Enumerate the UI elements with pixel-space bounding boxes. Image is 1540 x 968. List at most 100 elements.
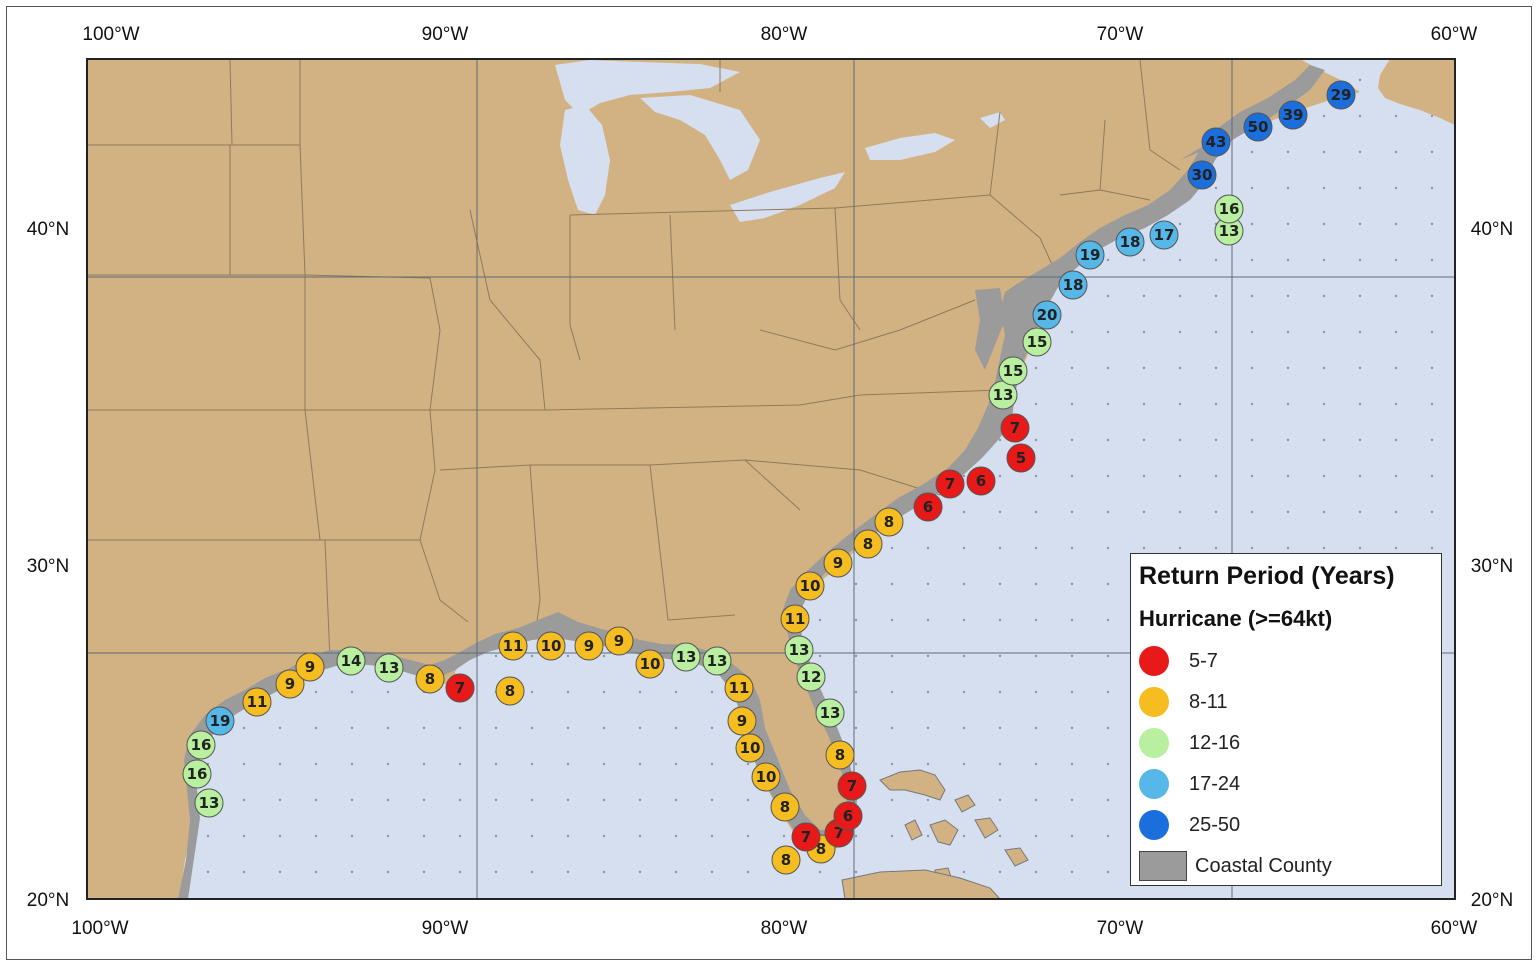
ocean-dot <box>1034 870 1038 874</box>
map-border <box>86 58 1456 900</box>
ocean-dot <box>638 798 642 802</box>
marker-circle <box>275 669 305 699</box>
ocean-dot <box>242 798 246 802</box>
ocean-dot <box>566 690 570 694</box>
ocean-dot <box>1034 618 1038 622</box>
ocean-dot <box>1430 222 1434 226</box>
marker-circle <box>1075 240 1105 270</box>
ocean-dot <box>818 654 822 658</box>
ocean-dot <box>1322 366 1326 370</box>
ocean-dot <box>1358 186 1362 190</box>
marker-value: 13 <box>1219 222 1240 240</box>
return-period-marker: 18 <box>1115 227 1145 257</box>
ocean-dot <box>1178 294 1182 298</box>
return-period-marker: 20 <box>1032 300 1062 330</box>
return-period-marker: 15 <box>998 356 1028 386</box>
ocean-dot <box>962 690 966 694</box>
ocean-dot <box>1358 402 1362 406</box>
return-period-marker: 11 <box>498 631 528 661</box>
ocean-dot <box>1250 438 1254 442</box>
ocean-dot <box>1106 330 1110 334</box>
marker-value: 11 <box>247 693 268 711</box>
ocean-dot <box>1106 258 1110 262</box>
marker-circle <box>498 631 528 661</box>
marker-value: 7 <box>455 679 465 697</box>
marker-circle <box>784 635 814 665</box>
tick-bottom-80w: 80°W <box>761 918 808 939</box>
ocean-dot <box>1070 870 1074 874</box>
ocean-dot <box>998 618 1002 622</box>
ocean-dot <box>314 726 318 730</box>
ocean-dot <box>710 690 714 694</box>
ocean-dot <box>1430 258 1434 262</box>
ocean-dot <box>1070 726 1074 730</box>
ocean-dot <box>1286 222 1290 226</box>
ocean-dot <box>242 870 246 874</box>
ocean-dot <box>854 870 858 874</box>
ocean-dot <box>1034 726 1038 730</box>
ocean-dot <box>746 834 750 838</box>
ocean-dot <box>1142 474 1146 478</box>
axis-right-latitude: 40°N 30°N 20°N <box>1471 219 1513 911</box>
marker-value: 7 <box>801 828 811 846</box>
ocean-dot <box>1430 114 1434 118</box>
ocean-dot <box>818 618 822 622</box>
ocean-dot <box>530 654 534 658</box>
marker-circle <box>770 792 800 822</box>
marker-value: 10 <box>756 768 777 786</box>
marker-circle <box>815 698 845 728</box>
marker-value: 8 <box>884 513 894 531</box>
ocean-dot <box>1214 510 1218 514</box>
ocean-dot <box>386 798 390 802</box>
return-period-marker: 13 <box>374 653 404 683</box>
marker-circle <box>998 356 1028 386</box>
ocean-dot <box>926 654 930 658</box>
ocean-dot <box>1286 258 1290 262</box>
ocean-dot <box>1034 546 1038 550</box>
ocean-dot <box>1394 222 1398 226</box>
marker-value: 6 <box>976 472 986 490</box>
return-period-marker: 6 <box>913 492 943 522</box>
ocean-dot <box>890 834 894 838</box>
ocean-dot <box>1358 78 1362 82</box>
legend-swatch-5-7 <box>1139 646 1169 676</box>
legend-label-coastal-county: Coastal County <box>1195 854 1332 877</box>
ocean-dot <box>818 870 822 874</box>
marker-value: 9 <box>614 632 624 650</box>
return-period-marker: 9 <box>295 652 325 682</box>
ocean-dot <box>1214 546 1218 550</box>
return-period-marker: 16 <box>1214 194 1244 224</box>
ocean-dot <box>1070 690 1074 694</box>
ocean-dot <box>1430 546 1434 550</box>
marker-circle <box>1214 194 1244 224</box>
marker-circle <box>874 507 904 537</box>
ocean-dot <box>710 870 714 874</box>
ocean-dot <box>602 762 606 766</box>
marker-circle <box>186 730 216 760</box>
return-period-marker: 8 <box>771 845 801 875</box>
caribbean-islands <box>841 769 1029 899</box>
marker-value: 20 <box>1037 306 1058 324</box>
marker-value: 5 <box>1016 449 1026 467</box>
marker-value: 43 <box>1206 133 1227 151</box>
ocean-dot <box>1322 402 1326 406</box>
ocean-dot <box>890 654 894 658</box>
ocean-dot <box>998 546 1002 550</box>
ocean-dot <box>1106 762 1110 766</box>
ocean-dot <box>1322 258 1326 262</box>
legend-label-12-16: 12-16 <box>1189 731 1241 754</box>
ocean-dot <box>1286 474 1290 478</box>
ocean-dot <box>1358 114 1362 118</box>
marker-value: 7 <box>1010 419 1020 437</box>
ocean-dot <box>1070 474 1074 478</box>
ocean-dot <box>1250 222 1254 226</box>
ocean-dot <box>422 870 426 874</box>
legend-label-25-50: 25-50 <box>1189 813 1241 836</box>
marker-value: 7 <box>945 475 955 493</box>
tick-bottom-60w: 60°W <box>1431 918 1478 939</box>
marker-value: 15 <box>1003 362 1024 380</box>
ocean-dot <box>1358 438 1362 442</box>
ocean-dot <box>1070 582 1074 586</box>
legend-swatch-12-16 <box>1139 728 1169 758</box>
lake-superior <box>555 60 740 115</box>
